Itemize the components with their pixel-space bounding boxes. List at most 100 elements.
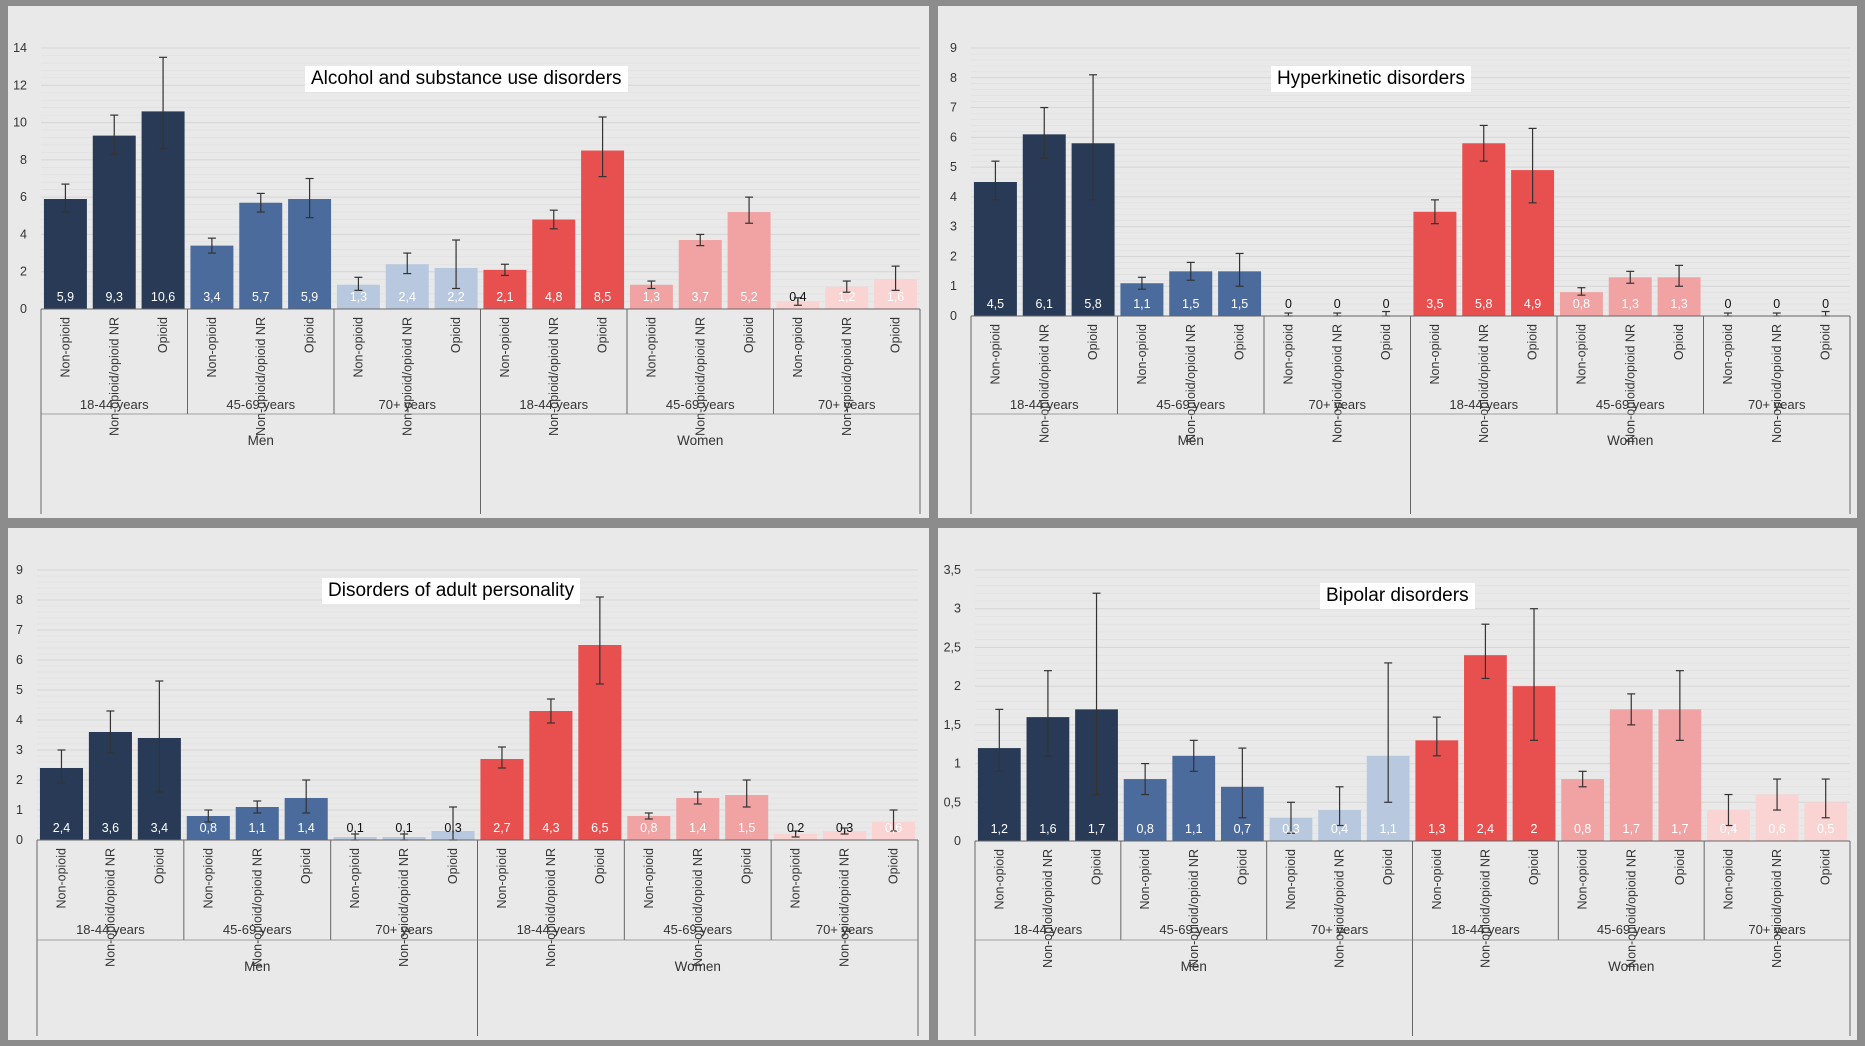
data-label: 2,4 bbox=[399, 290, 416, 304]
chart-alcohol-substance: 0 2 4 6 8 10 12 14 5,9 Non-opioid 9,3 Non-opioid/op… bbox=[13, 41, 921, 514]
data-label: 0 bbox=[1334, 297, 1341, 311]
data-label: 0,7 bbox=[1234, 822, 1251, 836]
x-category-label: Non-opioid bbox=[644, 317, 658, 378]
chart-title: Bipolar disorders bbox=[1320, 583, 1475, 609]
data-label: 5,9 bbox=[301, 290, 318, 304]
x-category-label: Non-opioid/opioid NR bbox=[254, 317, 268, 436]
age-group-label: 70+ years bbox=[379, 397, 437, 412]
data-label: 3,6 bbox=[102, 821, 119, 835]
data-label: 0,8 bbox=[1136, 822, 1153, 836]
data-label: 1,5 bbox=[1182, 297, 1199, 311]
chart-title: Alcohol and substance use disorders bbox=[305, 66, 628, 92]
x-category-label: Non-opioid/opioid NR bbox=[691, 848, 705, 967]
y-tick-label: 3,5 bbox=[944, 563, 961, 577]
data-label: 0,3 bbox=[1282, 822, 1299, 836]
x-category-label: Opioid bbox=[299, 848, 313, 884]
chart-hyperkinetic: 0 1 2 3 4 5 6 7 8 9 4,5 Non-opioid 6,1 Non-opioid/opi… bbox=[950, 41, 1851, 514]
bar bbox=[92, 135, 136, 309]
age-group-label: 70+ years bbox=[375, 922, 433, 937]
data-label: 1,5 bbox=[738, 821, 755, 835]
data-label: 1,3 bbox=[1622, 297, 1639, 311]
x-category-label: Non-opioid bbox=[1138, 849, 1152, 910]
age-group-label: 70+ years bbox=[1311, 922, 1369, 937]
y-tick-label: 2 bbox=[20, 265, 27, 279]
y-tick-label: 9 bbox=[950, 41, 957, 55]
x-category-label: Non-opioid bbox=[791, 317, 805, 378]
bar bbox=[823, 831, 867, 840]
data-label: 1,7 bbox=[1671, 822, 1688, 836]
data-label: 2 bbox=[1531, 822, 1538, 836]
age-group-label: 70+ years bbox=[816, 922, 874, 937]
y-tick-label: 1 bbox=[950, 279, 957, 293]
age-group-label: 45-69 years bbox=[666, 397, 735, 412]
data-label: 3,5 bbox=[1426, 297, 1443, 311]
data-label: 0,6 bbox=[1768, 822, 1785, 836]
y-tick-label: 2 bbox=[16, 773, 23, 787]
data-label: 1,7 bbox=[1623, 822, 1640, 836]
y-tick-label: 4 bbox=[16, 713, 23, 727]
data-label: 1,3 bbox=[1428, 822, 1445, 836]
bar bbox=[727, 212, 771, 309]
x-category-label: Non-opioid/opioid NR bbox=[1333, 849, 1347, 968]
x-category-label: Non-opioid bbox=[1574, 324, 1588, 385]
x-category-label: Non-opioid bbox=[789, 848, 803, 909]
bar bbox=[43, 199, 87, 309]
x-category-label: Non-opioid/opioid NR bbox=[1330, 324, 1344, 443]
x-category-label: Non-opioid/opioid NR bbox=[400, 317, 414, 436]
data-label: 0,1 bbox=[395, 821, 412, 835]
x-category-label: Non-opioid bbox=[205, 317, 219, 378]
bar bbox=[529, 711, 573, 840]
x-category-label: Non-opioid bbox=[201, 848, 215, 909]
bar bbox=[480, 759, 524, 840]
x-category-label: Non-opioid bbox=[992, 849, 1006, 910]
x-category-label: Non-opioid/opioid NR bbox=[1623, 324, 1637, 443]
x-category-label: Non-opioid bbox=[1281, 324, 1295, 385]
data-label: 10,6 bbox=[151, 290, 175, 304]
data-label: 2,4 bbox=[1477, 822, 1494, 836]
x-category-label: Non-opioid/opioid NR bbox=[1624, 849, 1638, 968]
data-label: 0,6 bbox=[885, 821, 902, 835]
x-category-label: Opioid bbox=[593, 848, 607, 884]
age-group-label: 45-69 years bbox=[226, 397, 295, 412]
x-category-label: Non-opioid/opioid NR bbox=[1184, 324, 1198, 443]
x-category-label: Non-opioid/opioid NR bbox=[838, 848, 852, 967]
x-category-label: Non-opioid/opioid NR bbox=[107, 317, 121, 436]
age-group-label: 18-44 years bbox=[1014, 922, 1083, 937]
y-tick-label: 3 bbox=[950, 220, 957, 234]
sex-group-label: Men bbox=[248, 433, 274, 448]
x-category-label: Non-opioid/opioid NR bbox=[840, 317, 854, 436]
data-label: 1,1 bbox=[1133, 297, 1150, 311]
data-label: 1,1 bbox=[249, 821, 266, 835]
data-label: 1,3 bbox=[1670, 297, 1687, 311]
data-label: 1,7 bbox=[1088, 822, 1105, 836]
sex-group-label: Men bbox=[1178, 433, 1204, 448]
x-category-label: Opioid bbox=[596, 317, 610, 353]
data-label: 0,8 bbox=[1573, 297, 1590, 311]
bar bbox=[483, 269, 527, 309]
x-category-label: Non-opioid bbox=[642, 848, 656, 909]
data-label: 1,1 bbox=[1185, 822, 1202, 836]
bar bbox=[1415, 740, 1459, 841]
bar bbox=[190, 245, 234, 309]
y-tick-label: 6 bbox=[16, 653, 23, 667]
y-tick-label: 5 bbox=[950, 160, 957, 174]
data-label: 0 bbox=[1724, 297, 1731, 311]
y-tick-label: 1 bbox=[16, 803, 23, 817]
data-label: 5,9 bbox=[57, 290, 74, 304]
data-label: 0 bbox=[1822, 297, 1829, 311]
data-label: 4,8 bbox=[545, 290, 562, 304]
sex-group-label: Women bbox=[1607, 433, 1653, 448]
y-tick-label: 3 bbox=[16, 743, 23, 757]
x-category-label: Non-opioid/opioid NR bbox=[103, 848, 117, 967]
data-label: 2,4 bbox=[53, 821, 70, 835]
x-category-label: Opioid bbox=[303, 317, 317, 353]
data-label: 2,7 bbox=[493, 821, 510, 835]
bar bbox=[627, 816, 671, 840]
data-label: 3,4 bbox=[151, 821, 168, 835]
data-label: 1,4 bbox=[297, 821, 314, 835]
y-tick-label: 1,5 bbox=[944, 718, 961, 732]
y-tick-label: 0 bbox=[20, 302, 27, 316]
x-category-label: Opioid bbox=[1233, 324, 1247, 360]
y-tick-label: 8 bbox=[16, 593, 23, 607]
x-category-label: Non-opioid bbox=[1430, 849, 1444, 910]
